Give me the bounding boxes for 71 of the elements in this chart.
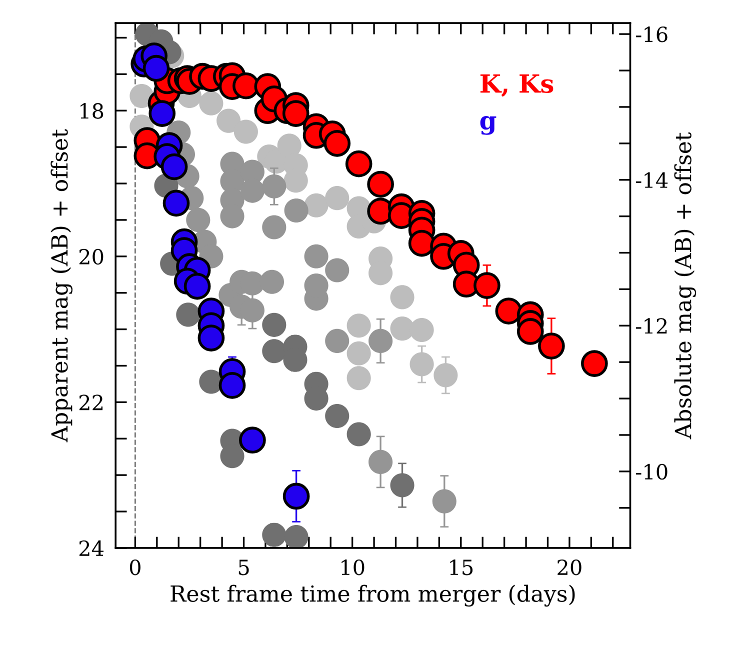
point bbox=[368, 328, 393, 353]
x-tick-label: 5 bbox=[238, 560, 249, 576]
point bbox=[232, 72, 260, 100]
point bbox=[304, 244, 328, 268]
x-axis-title: Rest frame time from merger (days) bbox=[170, 584, 575, 607]
point bbox=[262, 312, 286, 337]
point bbox=[516, 318, 544, 345]
point bbox=[410, 318, 434, 342]
point bbox=[282, 482, 310, 510]
y-tick-label: 24 bbox=[79, 540, 104, 556]
point bbox=[304, 193, 328, 218]
point bbox=[162, 190, 190, 217]
point bbox=[324, 130, 351, 157]
point bbox=[148, 100, 176, 127]
point bbox=[325, 328, 350, 353]
text: K, Ks bbox=[480, 74, 554, 97]
text: g bbox=[480, 116, 496, 135]
point bbox=[160, 153, 188, 180]
y2-tick-label: -14 bbox=[636, 172, 668, 188]
point bbox=[495, 298, 522, 324]
point bbox=[199, 91, 224, 116]
point bbox=[234, 120, 258, 144]
y2-axis-title: Absolute mag (AB) + offset bbox=[674, 132, 696, 440]
point bbox=[346, 314, 371, 338]
point bbox=[408, 230, 436, 257]
x-tick-label: 15 bbox=[450, 559, 473, 576]
point bbox=[186, 208, 210, 232]
point bbox=[474, 272, 500, 299]
point bbox=[410, 352, 434, 376]
point bbox=[346, 341, 371, 366]
point bbox=[538, 332, 565, 360]
point bbox=[325, 186, 350, 210]
point bbox=[239, 426, 266, 454]
point bbox=[262, 215, 286, 240]
point bbox=[368, 450, 393, 474]
y2-tick-label: -10 bbox=[636, 464, 668, 480]
point bbox=[432, 489, 456, 514]
y-tick-label: 22 bbox=[79, 394, 102, 410]
point bbox=[277, 134, 302, 158]
y2-tick-label: -12 bbox=[636, 318, 667, 334]
point bbox=[262, 522, 286, 547]
point bbox=[142, 54, 170, 82]
point bbox=[434, 363, 458, 388]
point bbox=[367, 170, 394, 198]
y2-tick-label: -16 bbox=[636, 26, 668, 42]
point bbox=[390, 473, 414, 498]
point bbox=[390, 316, 414, 341]
point bbox=[346, 422, 371, 446]
point bbox=[218, 372, 246, 399]
y-tick-label: 20 bbox=[79, 248, 104, 265]
x-tick-label: 0 bbox=[130, 559, 140, 576]
point bbox=[198, 324, 225, 352]
point bbox=[176, 302, 200, 327]
x-tick-label: 10 bbox=[342, 559, 364, 576]
point bbox=[284, 525, 308, 548]
point bbox=[581, 350, 608, 377]
point bbox=[262, 339, 286, 364]
x-tick-label: 20 bbox=[558, 559, 582, 576]
point bbox=[284, 198, 308, 222]
point bbox=[346, 366, 371, 390]
point bbox=[216, 108, 241, 133]
point bbox=[262, 174, 286, 198]
point bbox=[325, 404, 350, 428]
y-tick-label: 18 bbox=[80, 103, 104, 119]
point bbox=[390, 285, 414, 310]
y-axis-title: Apparent mag (AB) + offset bbox=[50, 129, 72, 442]
point bbox=[282, 100, 310, 127]
point bbox=[325, 258, 350, 282]
point bbox=[345, 150, 372, 178]
point bbox=[184, 272, 211, 300]
point bbox=[260, 270, 284, 294]
